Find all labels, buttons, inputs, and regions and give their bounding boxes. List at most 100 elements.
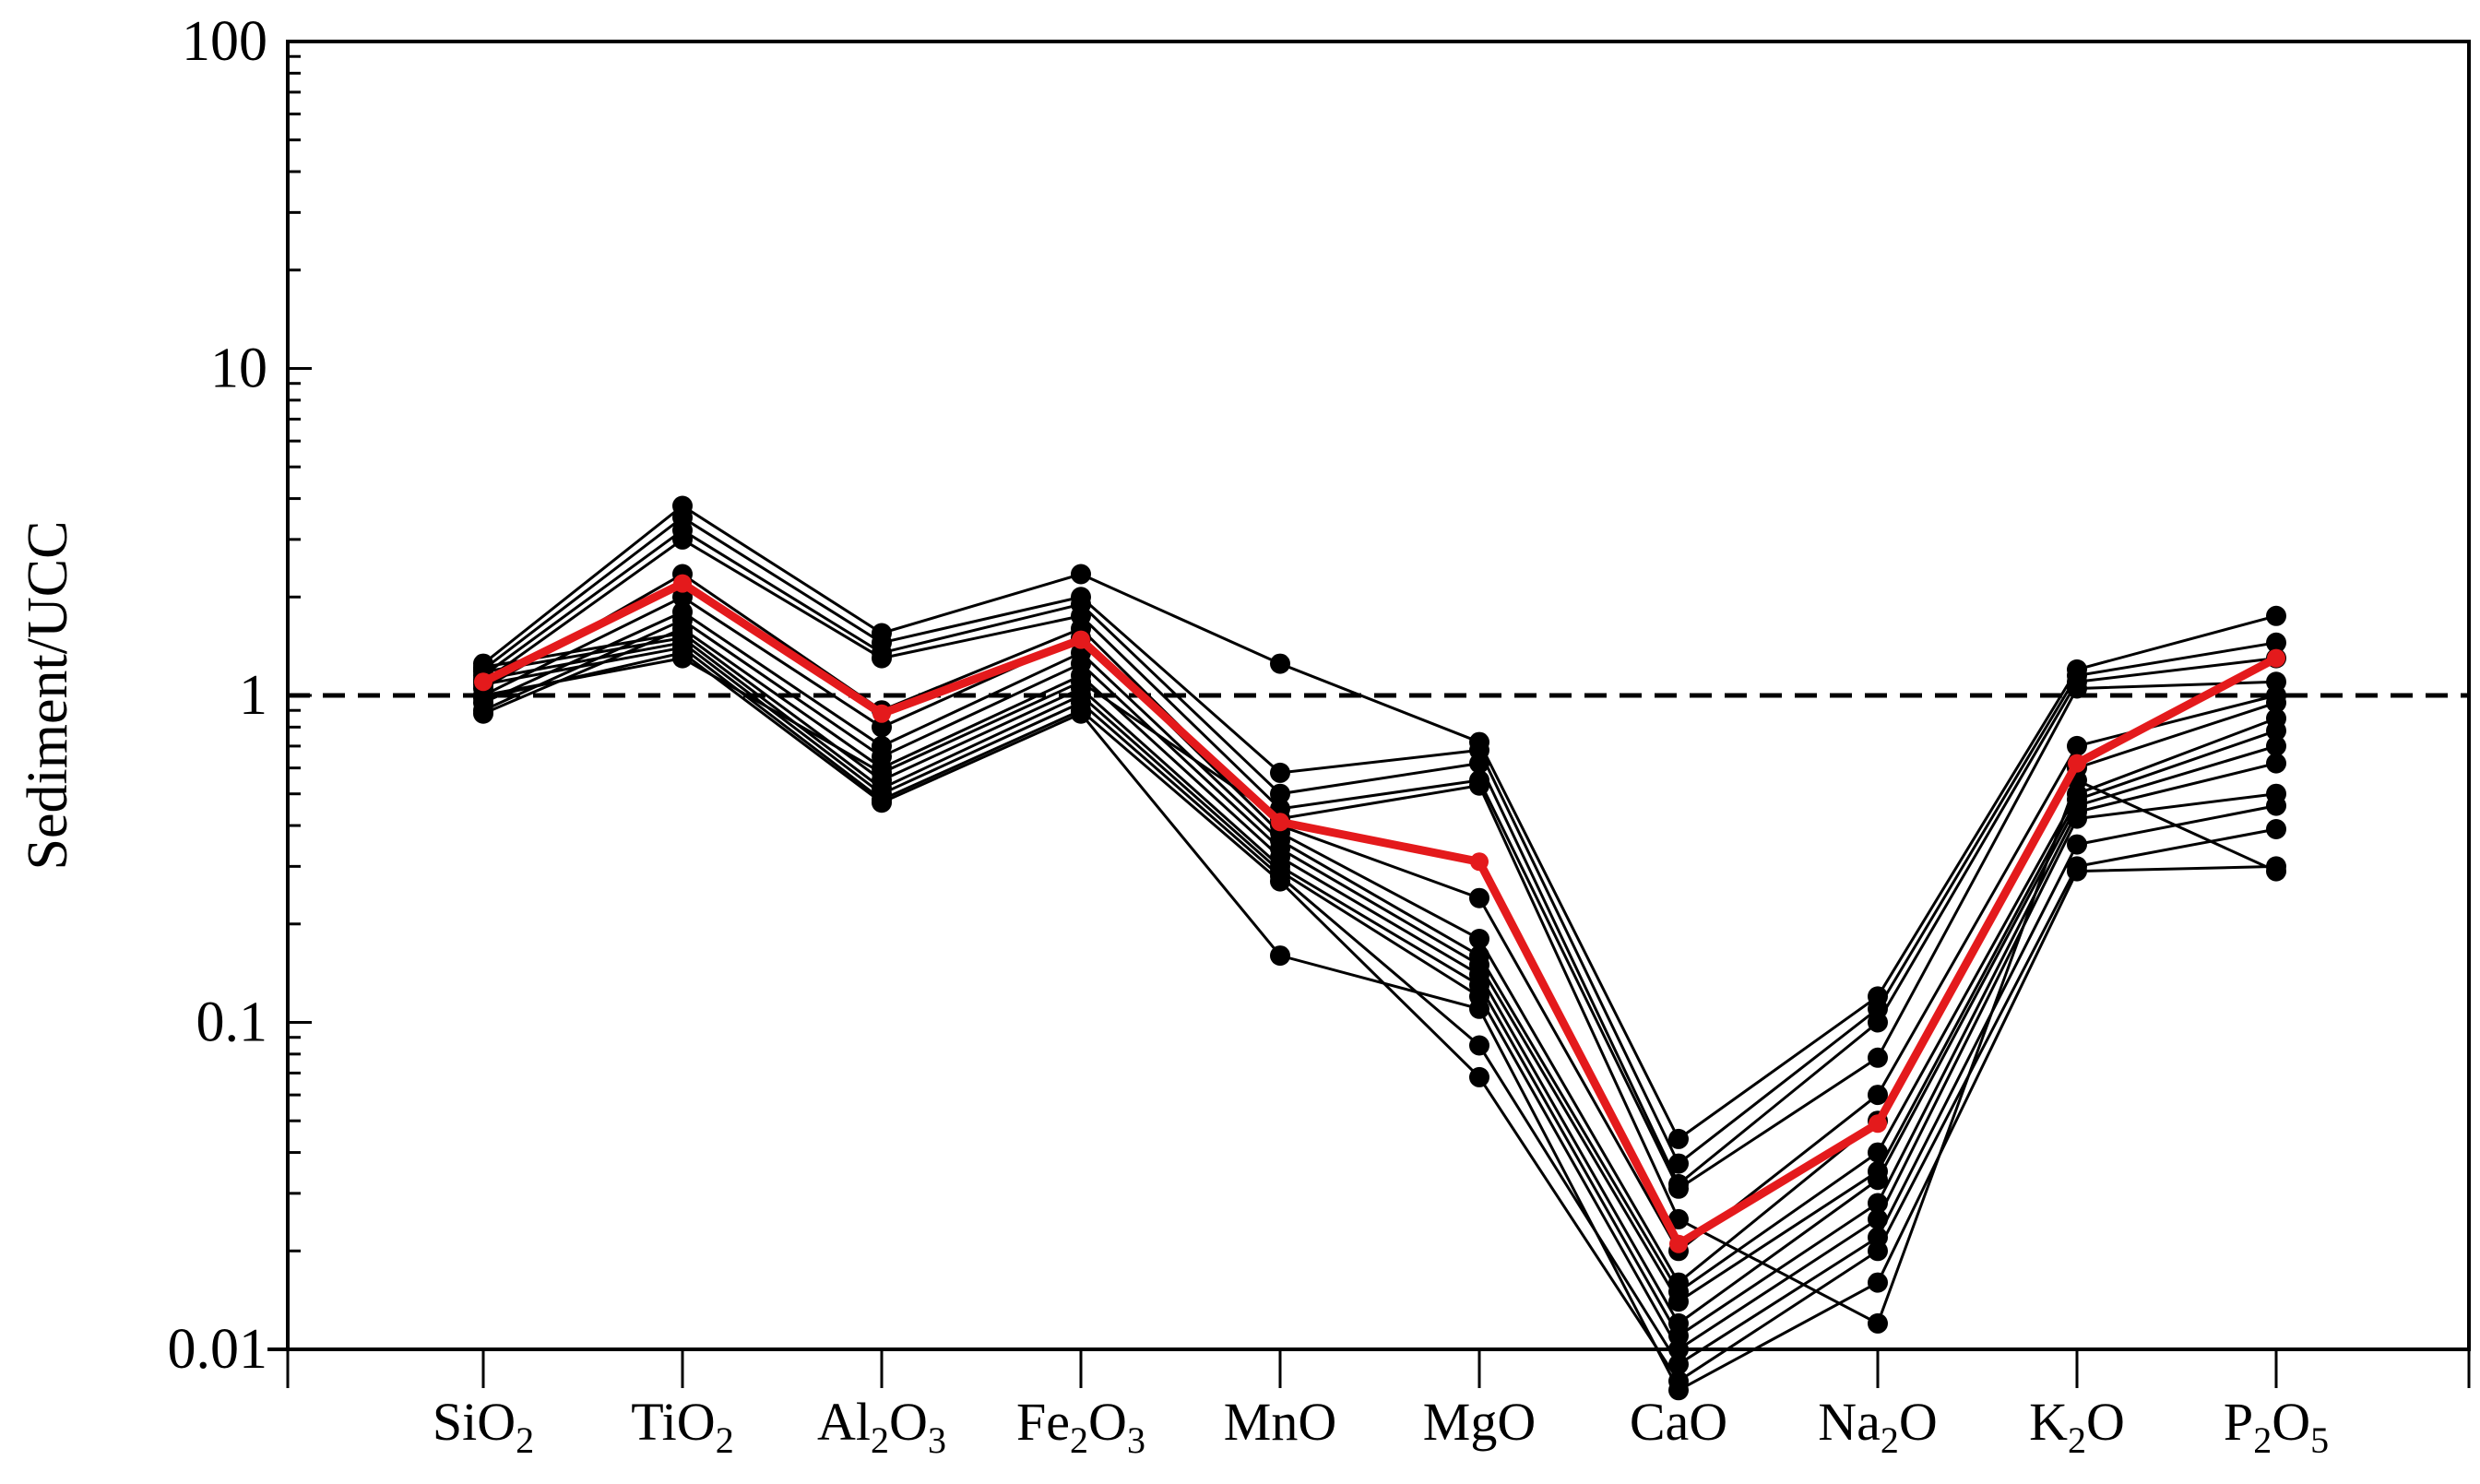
series-point-sample-15-mgo [1469,775,1489,796]
series-line-sample-4 [482,538,2277,1191]
series-point-sample-8-cao [1668,1291,1689,1312]
subscript: 2 [1070,1419,1088,1461]
series-line-sample-2 [482,516,2277,1166]
subscript: 2 [716,1419,734,1461]
series-line-sample-15 [482,657,2277,1326]
series-point-sample-4-k2o [2067,678,2087,699]
series-point-sample-11-k2o [2067,808,2087,829]
y-axis-label: Sediment/UCC [17,521,79,871]
label-part: O [1088,1392,1127,1452]
label-part: CaO [1630,1392,1727,1452]
series-point-sample-5-mgo [1469,887,1489,908]
series-point-sample-1-p2o5 [2266,605,2286,626]
y-tick-label: 10 [210,338,267,400]
subscript: 2 [871,1419,889,1461]
subscript: 2 [2068,1419,2086,1461]
series-point-sample-11-cao [1668,1339,1689,1359]
series-line-sample-8 [482,618,2277,1304]
series-point-sample-6-tio [672,587,693,608]
subscript: 2 [2253,1419,2272,1461]
x-tick-label-p2o5: P2O5 [2224,1392,2329,1461]
x-tick-label-tio: TiO2 [631,1392,733,1461]
series-group [473,495,2286,1401]
series-point-sample-5-k2o [2067,735,2087,756]
x-tick-label-sio: SiO2 [433,1392,534,1461]
series-point-sample-12-mgo [1469,1035,1489,1056]
highlight-point-p2o5 [2267,648,2285,668]
label-part: SiO [433,1392,516,1452]
series-point-sample-15-p2o5 [2266,861,2286,882]
series-point-sample-13-na2o [1868,1241,1888,1262]
series-point-sample-8-p2o5 [2266,720,2286,742]
label-part: O [889,1392,928,1452]
series-point-sample-4-cao [1668,1178,1689,1199]
series-point-sample-2-p2o5 [2266,632,2286,653]
series-point-sample-15-sio [473,685,493,706]
series-point-sample-3-mgo [1469,753,1489,774]
series-point-sample-6-al2o3 [872,717,892,738]
series-point-sample-3-mno [1270,783,1290,804]
series-point-sample-15-al2o3 [872,762,892,783]
series-point-sample-2-mno [1270,762,1290,783]
subscript: 2 [1881,1419,1899,1461]
series-point-sample-14-cao [1668,1380,1689,1401]
label-part: O [2086,1392,2125,1452]
x-tick-label-k2o: K2O [2029,1392,2125,1461]
series-point-sample-13-p2o5 [2266,819,2286,839]
series-line-sample-14 [482,651,2277,1393]
label-part: Fe [1016,1392,1070,1452]
series-point-sample-10-p2o5 [2266,753,2286,774]
series-point-sample-2-cao [1668,1153,1689,1174]
series-point-sample-14-k2o [2067,861,2087,882]
label-part: MnO [1224,1392,1336,1452]
series-line-sample-9 [482,626,2277,1326]
label-part: TiO [631,1392,715,1452]
x-tick-label-mgo: MgO [1423,1392,1536,1452]
axes [267,40,2471,1388]
highlight-point-cao [1669,1234,1688,1253]
label-part: O [2272,1392,2310,1452]
series-point-sample-13-mgo [1469,1066,1489,1087]
subscript: 2 [516,1419,534,1461]
y-tick-label: 1 [239,664,267,727]
highlight-point-al2o3 [872,704,891,723]
series-point-sample-13-mno [1270,871,1290,892]
series-point-sample-15-fe2o3 [1071,671,1091,693]
series-point-sample-12-p2o5 [2266,795,2286,816]
series-line-sample-12 [482,641,2277,1367]
label-part: MgO [1423,1392,1536,1452]
x-tick-label-fe2o3: Fe2O3 [1016,1392,1145,1461]
series-line-sample-7 [482,610,2277,1294]
highlight-point-k2o [2068,754,2086,773]
series-point-sample-6-p2o5 [2266,692,2286,713]
series-point-sample-9-na2o [1868,1169,1888,1191]
label-part: P [2224,1392,2253,1452]
series-point-sample-10-na2o [1868,1193,1888,1214]
series-point-sample-14-mno [1270,945,1290,967]
series-point-sample-14-fe2o3 [1071,703,1091,724]
y-tick-label: 100 [182,10,267,73]
subscript: 3 [928,1419,946,1461]
series-point-sample-4-tio [672,528,693,550]
highlight-point-tio [673,574,692,593]
series-point-sample-5-na2o [1868,1085,1888,1106]
series-line-sample-5 [482,572,2277,1253]
series-point-sample-4-na2o [1868,1047,1888,1068]
series-point-sample-15-na2o [1868,1312,1888,1334]
highlight-line-average [481,579,2279,1249]
highlight-point-na2o [1869,1114,1887,1134]
highlight-point-mno [1271,813,1289,832]
subscript: 5 [2310,1419,2329,1461]
series-point-sample-3-na2o [1868,1012,1888,1033]
label-part: O [1899,1392,1938,1452]
series-point-sample-9-p2o5 [2266,735,2286,756]
highlight-point-sio [474,672,492,692]
label-part: Na [1818,1392,1881,1452]
series-line-sample-1 [482,504,2277,1142]
highlight-series-group [474,574,2285,1253]
series-point-sample-14-na2o [1868,1272,1888,1293]
series-point-sample-4-al2o3 [872,647,892,669]
series-line-sample-10 [482,631,2277,1338]
